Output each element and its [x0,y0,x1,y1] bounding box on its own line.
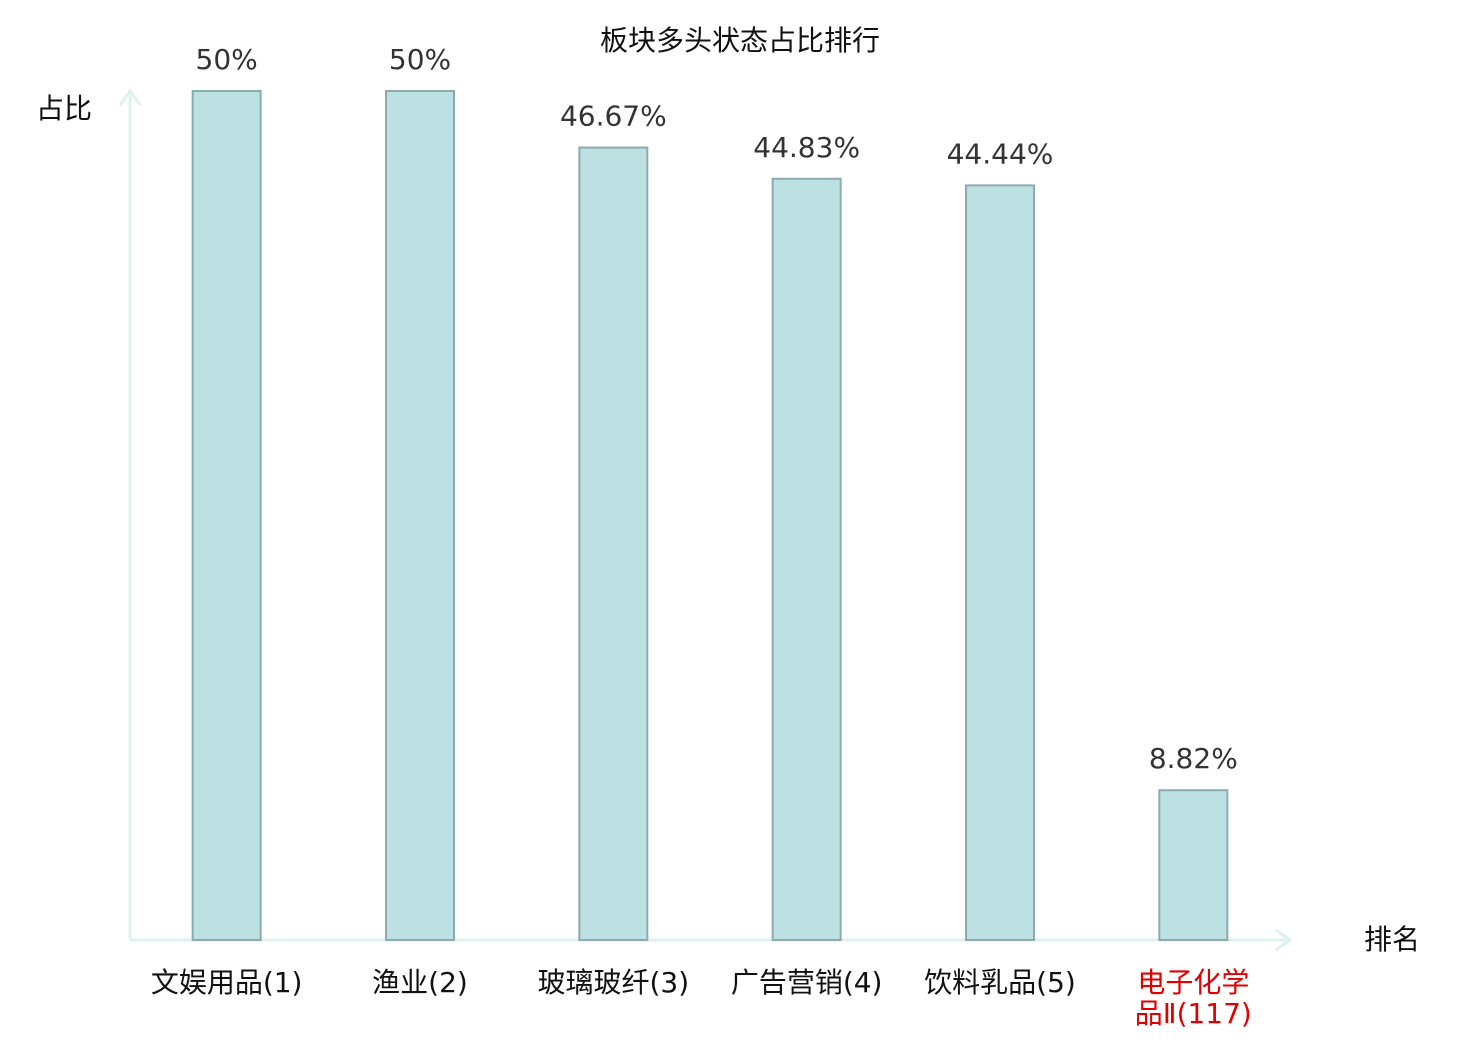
x-axis-label: 排名 [1364,923,1420,956]
bar [578,146,649,941]
bar [1158,789,1229,941]
x-tick-label: 渔业(2) [372,966,468,999]
value-label: 8.82% [1149,742,1238,775]
bar [965,184,1035,941]
y-axis-arrow [118,88,142,106]
x-axis-arrow [1275,928,1293,952]
value-label: 50% [389,43,451,76]
value-label: 50% [196,43,258,76]
chart-title: 板块多头状态占比排行 [600,24,880,57]
value-label: 44.44% [947,137,1054,170]
x-tick-label: 电子化学品Ⅱ(117) [1134,966,1252,1030]
x-tick-label: 文娱用品(1) [150,966,303,999]
x-tick-label: 玻璃玻纤(3) [537,966,690,999]
y-axis-label: 占比 [36,92,92,125]
bar [771,177,842,941]
value-label: 46.67% [560,100,667,133]
value-label: 44.83% [753,131,860,164]
bar [385,90,455,941]
x-tick-label: 广告营销(4) [730,966,883,999]
x-tick-label: 饮料乳品(5) [924,966,1076,999]
bar [191,90,262,941]
